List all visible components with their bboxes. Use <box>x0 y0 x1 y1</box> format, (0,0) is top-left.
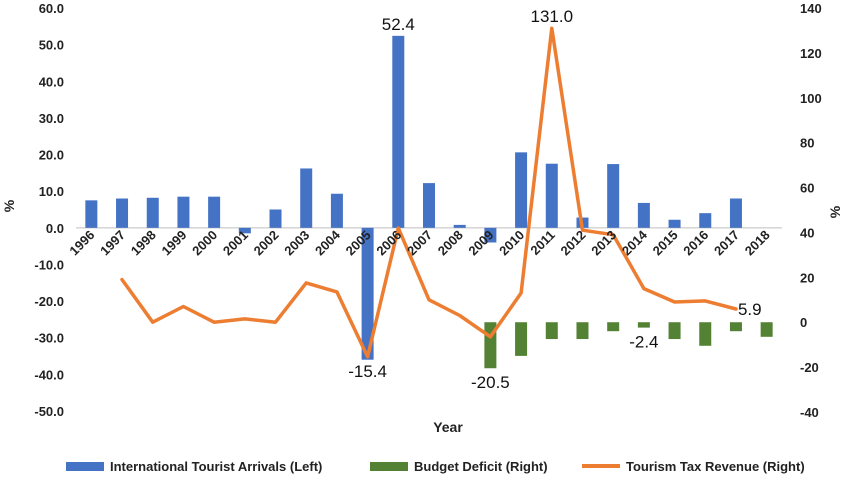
x-tick-label: 1999 <box>158 227 189 258</box>
x-tick-label: 2010 <box>496 227 527 258</box>
y-left-tick-label: -20.0 <box>34 294 64 309</box>
budget-deficit-bar <box>760 322 773 337</box>
y-right-tick-label: 140 <box>800 1 822 16</box>
budget-deficit-bar <box>699 322 712 346</box>
x-axis-title: Year <box>433 419 463 435</box>
data-label: 131.0 <box>531 7 574 26</box>
y-right-tick-label: 80 <box>800 136 814 151</box>
y-left-tick-label: 0.0 <box>46 221 64 236</box>
tourist-arrivals-bar <box>208 196 221 228</box>
budget-deficit-bar <box>637 322 650 328</box>
y-left-tick-label: -10.0 <box>34 257 64 272</box>
tourist-arrivals-bar <box>607 164 620 228</box>
tourist-arrivals-bar <box>269 209 282 228</box>
tourist-arrivals-bar <box>637 202 650 228</box>
y-left-tick-label: 60.0 <box>39 1 64 16</box>
y-right-tick-label: 120 <box>800 46 822 61</box>
x-tick-label: 2017 <box>711 227 742 258</box>
y-right-tick-label: 100 <box>800 91 822 106</box>
y-left-tick-label: -30.0 <box>34 331 64 346</box>
x-tick-label: 2018 <box>742 227 773 258</box>
legend-label-budget-deficit: Budget Deficit (Right) <box>414 458 548 474</box>
y-left-tick-label: 30.0 <box>39 111 64 126</box>
x-tick-label: 1997 <box>97 227 128 258</box>
y-left-tick-label: 40.0 <box>39 74 64 89</box>
y-left-tick-labels: 60.0 50.0 40.0 30.0 20.0 10.0 0.0 -10.0 -20.0 -30… <box>34 1 64 419</box>
y-right-tick-label: 60 <box>800 181 814 196</box>
x-tick-label: 2011 <box>527 227 558 258</box>
data-label: -15.4 <box>348 362 387 381</box>
data-label: 52.4 <box>382 15 415 34</box>
data-label: -2.4 <box>629 333 658 352</box>
y-axis-left-title: % <box>1 199 17 212</box>
legend-item-tourist-arrivals: International Tourist Arrivals (Left) <box>66 455 322 477</box>
tourist-arrivals-bar <box>361 227 374 360</box>
data-annotations: 52.4 131.0 -15.4 -20.5 -2.4 5.9 <box>348 7 761 392</box>
tourist-arrivals-bars <box>85 35 742 360</box>
tourist-arrivals-bar <box>330 193 343 228</box>
tourist-arrivals-bar <box>545 163 558 228</box>
legend-swatch-budget-deficit <box>370 461 408 471</box>
tourist-arrivals-bar <box>177 196 190 228</box>
x-tick-label: 1996 <box>66 227 97 258</box>
tourist-arrivals-bar <box>146 197 159 228</box>
data-label: -20.5 <box>471 373 510 392</box>
x-tick-label: 2015 <box>650 227 681 258</box>
tourist-arrivals-bar <box>668 219 681 228</box>
x-tick-label: 2008 <box>435 227 466 258</box>
y-right-tick-label: -20 <box>800 360 819 375</box>
data-label: 5.9 <box>738 300 762 319</box>
budget-deficit-bar <box>729 322 742 332</box>
y-left-tick-label: -40.0 <box>34 367 64 382</box>
y-left-tick-label: -50.0 <box>34 404 64 419</box>
x-tick-label: 2016 <box>680 227 711 258</box>
legend-swatch-tourism-tax-revenue <box>582 464 620 468</box>
legend-item-tourism-tax-revenue: Tourism Tax Revenue (Right) <box>582 455 805 477</box>
y-axis-right-title: % <box>827 205 843 218</box>
legend-swatch-tourist-arrivals <box>66 461 104 471</box>
y-right-tick-label: -40 <box>800 405 819 420</box>
legend-label-tourism-tax-revenue: Tourism Tax Revenue (Right) <box>626 458 805 474</box>
y-right-tick-label: 0 <box>800 315 807 330</box>
x-tick-label: 2003 <box>281 227 312 258</box>
legend-label-tourist-arrivals: International Tourist Arrivals (Left) <box>110 458 323 474</box>
tourist-arrivals-bar <box>453 224 466 228</box>
budget-deficit-bar <box>668 322 681 340</box>
x-tick-label: 2014 <box>619 227 651 259</box>
y-right-tick-label: 20 <box>800 270 814 285</box>
tourist-arrivals-bar <box>699 213 712 228</box>
tourism-tax-revenue-line <box>120 26 738 359</box>
tourist-arrivals-bar <box>729 198 742 228</box>
budget-deficit-bar <box>515 322 528 356</box>
y-right-tick-label: 40 <box>800 225 814 240</box>
y-left-tick-label: 50.0 <box>39 38 64 53</box>
x-tick-label: 2004 <box>312 227 344 259</box>
legend: International Tourist Arrivals (Left) Bu… <box>0 455 850 477</box>
y-left-tick-label: 10.0 <box>39 184 64 199</box>
budget-deficit-bar <box>545 322 558 340</box>
tourist-arrivals-bar <box>484 227 497 243</box>
budget-deficit-bar <box>607 322 620 332</box>
y-left-tick-label: 20.0 <box>39 148 64 163</box>
legend-item-budget-deficit: Budget Deficit (Right) <box>370 455 548 477</box>
tourist-arrivals-bar <box>515 152 528 228</box>
x-tick-label: 2002 <box>251 227 282 258</box>
y-right-tick-labels: 140 120 100 80 60 40 20 0 -20 -40 <box>800 1 822 420</box>
tourist-arrivals-bar <box>423 183 435 228</box>
tourist-arrivals-bar <box>116 198 129 228</box>
tourist-arrivals-bar <box>238 227 251 234</box>
chart: 60.0 50.0 40.0 30.0 20.0 10.0 0.0 -10.0 -20.0 -30… <box>1 1 843 435</box>
x-tick-label: 2007 <box>404 227 435 258</box>
x-tick-label: 2000 <box>189 227 220 258</box>
tourist-arrivals-bar <box>85 200 98 228</box>
tourist-arrivals-bar <box>300 168 313 228</box>
tourist-arrivals-bar <box>392 35 405 228</box>
x-tick-labels: 1996 1997 1998 1999 2000 2001 2002 2003 2004 2005… <box>66 227 772 259</box>
budget-deficit-bar <box>576 322 589 340</box>
x-tick-label: 1998 <box>128 227 159 258</box>
